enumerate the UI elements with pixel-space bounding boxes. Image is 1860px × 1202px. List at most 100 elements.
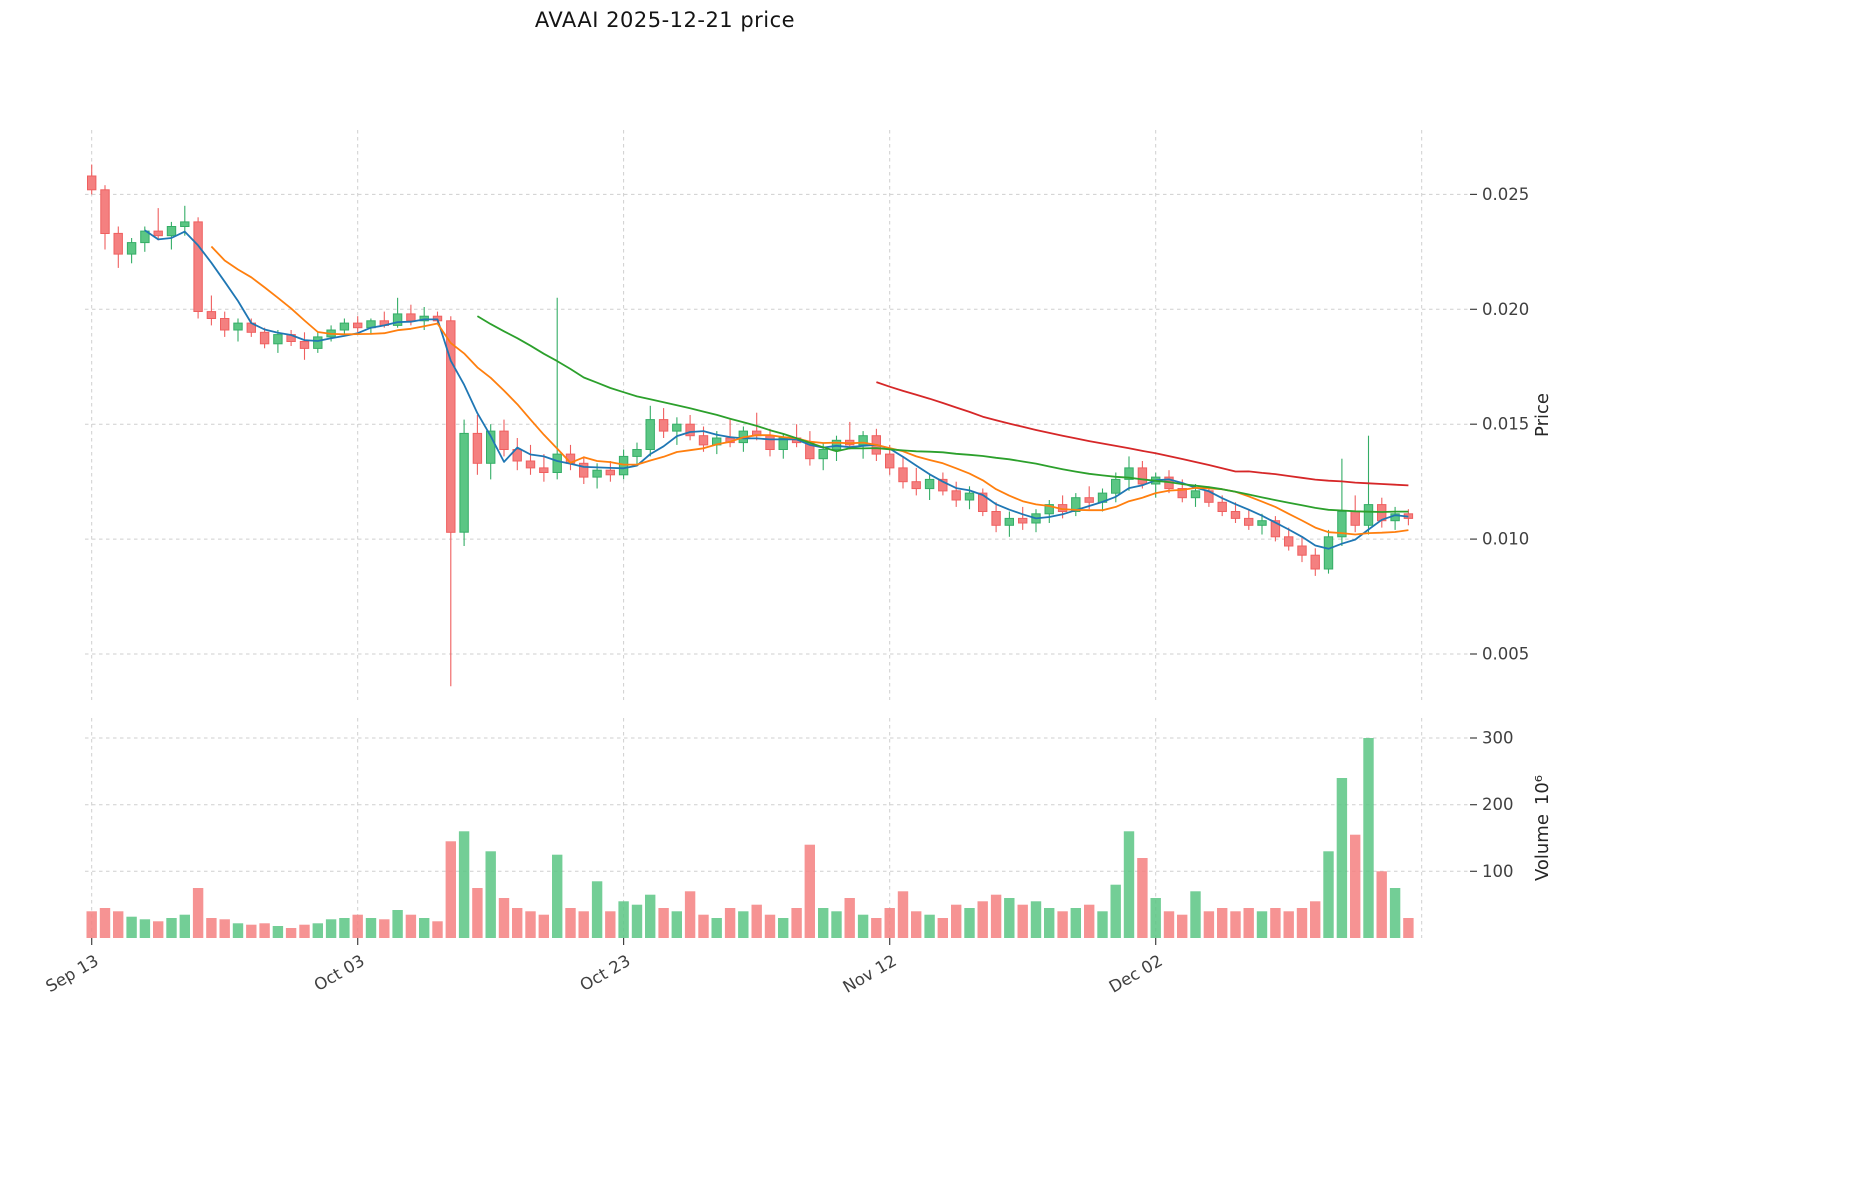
volume-bar: [1044, 908, 1055, 938]
candle: [87, 164, 97, 195]
volume-bar: [352, 914, 363, 938]
ma-line-30: [476, 315, 1409, 513]
volume-bar: [405, 914, 417, 938]
volume-tick-labels: 100 200 300: [1470, 729, 1514, 881]
price-tick-label: 0.020: [1482, 300, 1529, 319]
volume-bar: [1150, 898, 1161, 938]
volume-bar: [153, 921, 164, 938]
candle: [645, 405, 655, 457]
candle: [353, 316, 363, 333]
volume-bar: [684, 891, 696, 938]
candle: [1337, 458, 1347, 546]
candle: [100, 185, 110, 250]
volume-bar: [392, 910, 403, 938]
volume-bar: [1323, 851, 1334, 938]
volume-bar: [432, 921, 443, 938]
candle: [233, 318, 243, 342]
volume-bar: [698, 914, 709, 938]
x-tick-label: Dec 02: [1106, 951, 1166, 997]
ma-lines: [144, 229, 1409, 550]
candle: [299, 332, 310, 360]
candle: [499, 419, 509, 457]
volume-bar: [1363, 738, 1374, 938]
volume-bar: [1336, 778, 1348, 938]
volume-bar: [977, 901, 988, 938]
volume-bar: [1137, 858, 1148, 938]
volume-axis-label: Volume 10⁶: [1532, 775, 1553, 881]
volume-bar: [738, 911, 749, 938]
volume-bar: [1296, 908, 1308, 938]
volume-bar: [139, 919, 151, 938]
candle: [166, 221, 177, 250]
candle: [486, 424, 496, 480]
candle: [1323, 529, 1334, 574]
volume-bar: [645, 894, 656, 938]
volume-bar: [618, 901, 629, 938]
volume-bar: [631, 904, 643, 938]
volume-bar: [1203, 911, 1215, 938]
volume-bar: [565, 908, 576, 938]
volume-bar: [1217, 908, 1228, 938]
candle: [539, 454, 549, 482]
candle: [1297, 536, 1307, 563]
volume-bar: [325, 919, 337, 938]
volume-bar: [1230, 911, 1241, 938]
volume-bar: [126, 916, 137, 938]
candle: [911, 467, 921, 496]
volume-bar: [1110, 884, 1121, 938]
candles: [87, 164, 1414, 687]
volume-bar: [751, 904, 762, 938]
volume-bar: [339, 918, 350, 938]
candle: [991, 502, 1001, 533]
ma-line-5: [144, 229, 1409, 550]
candle: [1244, 509, 1254, 530]
volume-bar: [1123, 831, 1135, 938]
volume-bar: [778, 918, 789, 938]
volume-bar: [990, 894, 1002, 938]
volume-bar: [937, 918, 948, 938]
volume-bar: [1163, 911, 1175, 938]
volume-bar: [1097, 911, 1108, 938]
candle: [1018, 506, 1028, 530]
candle: [1257, 513, 1267, 535]
volume-bars: [86, 738, 1414, 938]
price-tick-label: 0.025: [1482, 185, 1529, 204]
candle: [193, 217, 203, 319]
volume-bar: [764, 914, 776, 938]
candle: [685, 415, 695, 441]
volume-bar: [312, 923, 323, 938]
x-tick-labels: Sep 13 Oct 03 Oct 23 Nov 12 Dec 02: [43, 938, 1166, 997]
candle: [765, 428, 775, 457]
volume-bar: [1256, 911, 1268, 938]
volume-tick-label: 100: [1482, 862, 1514, 881]
volume-bar: [419, 918, 430, 938]
volume-bar: [379, 919, 390, 938]
candle: [1044, 500, 1054, 523]
candle: [153, 208, 163, 241]
volume-bar: [1270, 908, 1281, 938]
volume-bar: [831, 911, 842, 938]
volume-bar: [804, 844, 815, 938]
volume-bar: [1376, 871, 1387, 938]
volume-bar: [538, 914, 549, 938]
candle: [1004, 511, 1014, 537]
volume-bar: [219, 919, 230, 938]
volume-bar: [485, 851, 496, 938]
volume-bar: [445, 841, 456, 938]
volume-bar: [552, 854, 563, 938]
candle: [1071, 493, 1081, 517]
volume-bar: [791, 908, 802, 938]
ma-line-10: [210, 245, 1409, 536]
candle: [672, 417, 682, 445]
candle: [805, 431, 815, 466]
candle: [1284, 527, 1294, 551]
volume-bar: [871, 918, 882, 938]
candle: [938, 472, 948, 496]
candle: [605, 461, 615, 482]
volume-bar: [1017, 904, 1028, 938]
volume-bar: [272, 926, 284, 938]
candle: [579, 456, 589, 484]
candle: [1363, 435, 1374, 535]
candle: [924, 474, 935, 500]
